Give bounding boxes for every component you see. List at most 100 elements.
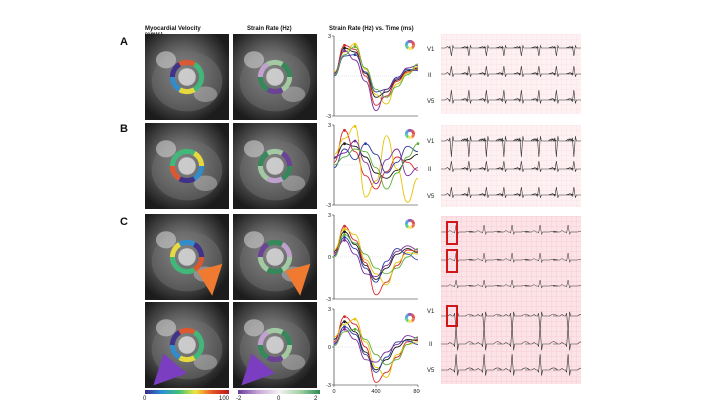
- ecg-lead-c-ii: II: [429, 342, 433, 348]
- data-point: [343, 238, 346, 242]
- y-tick-label: -3: [326, 114, 331, 119]
- y-tick-label: 3: [328, 34, 331, 40]
- y-tick-label: 0: [328, 345, 331, 351]
- series-line: [333, 54, 419, 93]
- highlight-box: [446, 249, 458, 273]
- ecg-lead-b-ii: II: [428, 167, 432, 173]
- velocity-colorbar-max: 100: [219, 396, 230, 402]
- ecg-lead-b-v1: V1: [427, 139, 435, 145]
- bullseye-segment: [407, 134, 413, 139]
- highlight-box: [446, 305, 458, 327]
- velocity-colorbar: [145, 390, 229, 394]
- data-point: [343, 325, 346, 329]
- data-point: [343, 320, 346, 324]
- bullseye-icon: [407, 221, 413, 227]
- row-label-a: A: [120, 36, 128, 48]
- data-point: [343, 230, 346, 234]
- bullseye-segment: [407, 313, 413, 318]
- bullseye-icon: [407, 131, 413, 137]
- purple-arrow-icon: [241, 353, 275, 386]
- strain-rate-chart-a: 3 -3: [322, 33, 420, 120]
- strain-colorbar: [238, 390, 320, 394]
- highlight-box: [446, 221, 458, 245]
- orange-arrow-icon: [285, 263, 311, 296]
- ecg-lead-a-v1: V1: [427, 47, 435, 53]
- ecg-trace-a: [441, 34, 581, 114]
- data-point: [353, 139, 357, 143]
- data-point: [353, 53, 357, 57]
- data-point: [353, 317, 357, 321]
- series-line: [333, 46, 419, 98]
- series-line: [333, 125, 419, 203]
- y-tick-label: 3: [328, 213, 331, 219]
- series-line: [333, 231, 419, 280]
- mri-image-c2-velocity: [145, 302, 229, 388]
- series-line: [333, 239, 419, 278]
- bullseye-segment: [407, 224, 413, 229]
- mri-image-c2-strain: [233, 302, 317, 388]
- series-line: [333, 47, 419, 98]
- mri-image-a-velocity: [145, 34, 229, 120]
- ecg-lead-c-v1: V1: [427, 309, 435, 315]
- series-line: [333, 318, 419, 378]
- ecg-lead-b-v5: V5: [427, 194, 435, 200]
- data-point: [343, 43, 346, 47]
- y-tick-label: 3: [328, 307, 331, 313]
- strain-colorbar-label-pos: 2: [314, 396, 318, 402]
- x-tick-label: 800: [413, 389, 420, 395]
- strain-header: Strain Rate (Hz): [247, 26, 292, 32]
- data-point: [343, 49, 346, 53]
- series-line: [333, 140, 419, 185]
- series-line: [333, 234, 419, 275]
- ecg-trace-c: [441, 216, 581, 384]
- bullseye-segment: [407, 45, 413, 50]
- velocity-colorbar-min: 0: [143, 396, 147, 402]
- mri-image-a-strain: [233, 34, 317, 120]
- strain-colorbar-label-zero: 0: [277, 396, 281, 402]
- bullseye-segment: [407, 40, 413, 45]
- series-line: [333, 326, 419, 373]
- y-tick-label: -3: [326, 297, 331, 302]
- series-line: [333, 143, 419, 190]
- x-tick-label: 400: [371, 389, 380, 395]
- series-line: [333, 44, 419, 106]
- ecg-lead-a-ii: II: [428, 73, 432, 79]
- data-point: [353, 327, 357, 331]
- mri-image-b-strain: [233, 123, 317, 209]
- data-point: [343, 236, 346, 239]
- data-point: [343, 142, 346, 146]
- data-point: [364, 142, 367, 146]
- data-point: [343, 224, 346, 228]
- mri-image-c1-velocity: [145, 214, 229, 300]
- row-label-b: B: [120, 123, 128, 135]
- data-point: [416, 142, 420, 146]
- strain-colorbar-label-neg: -2: [236, 396, 242, 402]
- series-line: [333, 143, 419, 174]
- strain-rate-chart-b: 3 -3: [322, 122, 420, 209]
- plot-header: Strain Rate (Hz) vs. Time (ms): [329, 26, 414, 32]
- bullseye-segment: [407, 219, 413, 224]
- data-point: [353, 124, 357, 128]
- bullseye-icon: [407, 42, 413, 48]
- ecg-panel-a: [441, 34, 581, 114]
- strain-rate-chart-c-top: 3 0 -3: [322, 212, 420, 303]
- ecg-lead-a-v5: V5: [427, 99, 435, 105]
- ecg-panel-b: [441, 125, 581, 207]
- data-point: [343, 46, 346, 50]
- series-line: [333, 236, 419, 283]
- series-line: [333, 316, 419, 383]
- y-tick-label: 0: [328, 255, 331, 261]
- y-tick-label: -3: [326, 203, 331, 208]
- data-point: [343, 315, 346, 318]
- x-tick-label: 0: [332, 389, 335, 395]
- ecg-lead-c-v5: V5: [427, 368, 435, 374]
- row-label-c: C: [120, 216, 128, 228]
- bullseye-icon: [407, 315, 413, 321]
- y-tick-label: -3: [326, 383, 331, 389]
- series-line: [333, 328, 419, 366]
- bullseye-segment: [407, 318, 413, 323]
- data-point: [343, 233, 346, 236]
- series-line: [333, 225, 419, 296]
- mri-image-c1-strain: [233, 214, 317, 300]
- data-point: [353, 45, 357, 49]
